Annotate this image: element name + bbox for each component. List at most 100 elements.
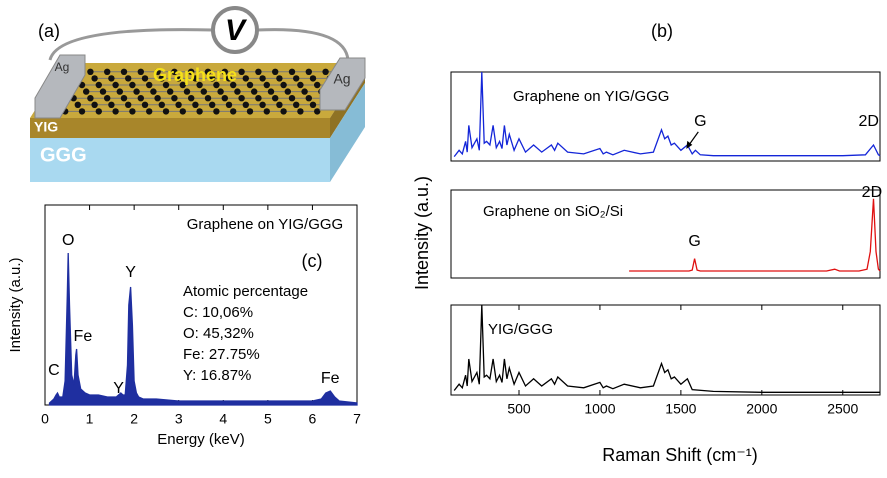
atom [87, 69, 93, 75]
x-tick-label: 6 [309, 411, 317, 427]
text-block-line: Atomic percentage [183, 283, 308, 300]
atom [280, 108, 286, 114]
atom [272, 69, 278, 75]
annotation: Fe [321, 370, 340, 387]
atom [314, 82, 320, 88]
atom [276, 102, 282, 108]
text-block-line: C: 10,06% [183, 304, 253, 321]
atom [314, 108, 320, 114]
annotation: Y [125, 264, 136, 281]
x-tick-label: 2 [130, 411, 138, 427]
atom [104, 69, 110, 75]
atom [163, 108, 169, 114]
atom [209, 102, 215, 108]
atom [234, 88, 240, 94]
electrode-label: Ag [333, 71, 350, 87]
atom [310, 75, 316, 81]
atom [175, 102, 181, 108]
x-tick-label: 500 [507, 401, 531, 417]
atom [289, 95, 295, 101]
atom [243, 102, 249, 108]
atom [272, 95, 278, 101]
atom [112, 82, 118, 88]
atom [276, 75, 282, 81]
text-block-line: Fe: 27.75% [183, 346, 260, 363]
atom [121, 95, 127, 101]
atom [108, 102, 114, 108]
atom [117, 88, 123, 94]
atom [201, 88, 207, 94]
atom [87, 95, 93, 101]
atom [171, 95, 177, 101]
atom [226, 102, 232, 108]
illustration: (a) V Ag Ag Graphene YIG GGG [30, 8, 365, 182]
atom [138, 69, 144, 75]
x-axis-label: Energy (keV) [157, 431, 245, 448]
atom [129, 108, 135, 114]
atom [238, 69, 244, 75]
x-tick-label: 1000 [584, 401, 615, 417]
atom [146, 82, 152, 88]
voltmeter-label: V [225, 14, 248, 47]
x-tick-label: 1 [86, 411, 94, 427]
sheet-label: Graphene [153, 65, 237, 85]
atom [146, 108, 152, 114]
atom [91, 75, 97, 81]
spectrum-line [629, 199, 880, 271]
atom [159, 102, 165, 108]
x-tick-label: 3 [175, 411, 183, 427]
chart-title: Graphene on YIG/GGG [187, 216, 343, 233]
atom [306, 95, 312, 101]
atom [196, 108, 202, 114]
panel-label: (b) [651, 21, 673, 41]
atom [264, 108, 270, 114]
panel-label: (a) [38, 21, 60, 41]
atom [121, 69, 127, 75]
annotation: G [694, 113, 706, 130]
atom [142, 75, 148, 81]
text-block-line: Y: 16.87% [183, 367, 251, 384]
spectrum-line [454, 72, 880, 157]
x-axis-label: Raman Shift (cm⁻¹) [602, 445, 758, 465]
chart-title: Graphene on SiO₂/Si [483, 203, 623, 220]
x-tick-label: 5 [264, 411, 272, 427]
text-block-line: O: 45,32% [183, 325, 254, 342]
atom [96, 108, 102, 114]
chart-title: YIG/GGG [488, 321, 553, 338]
atom [112, 108, 118, 114]
atom [213, 108, 219, 114]
atom [154, 95, 160, 101]
atom [222, 95, 228, 101]
atom [247, 82, 253, 88]
chart-title: Graphene on YIG/GGG [513, 88, 669, 105]
atom [129, 82, 135, 88]
atom [280, 82, 286, 88]
annotation: C [48, 362, 60, 379]
atom [150, 88, 156, 94]
atom [230, 108, 236, 114]
atom [293, 102, 299, 108]
layer-label: YIG [34, 119, 58, 135]
atom [251, 88, 257, 94]
annotation: O [62, 232, 74, 249]
atom [205, 95, 211, 101]
atom [96, 82, 102, 88]
y-axis-label: Intensity (a.u.) [412, 176, 432, 290]
annotation: 2D [862, 184, 882, 201]
atom [167, 88, 173, 94]
atom [238, 95, 244, 101]
atom [138, 95, 144, 101]
annotation: G [688, 233, 700, 250]
layer-label: GGG [40, 144, 87, 166]
annotation: 2D [858, 113, 878, 130]
atom [289, 69, 295, 75]
electrode-label: Ag [55, 60, 70, 74]
atom [83, 88, 89, 94]
annotation: Fe [74, 328, 93, 345]
atom [133, 88, 139, 94]
atom [255, 69, 261, 75]
y-axis-label: Intensity (a.u.) [7, 257, 24, 352]
x-tick-label: 1500 [665, 401, 696, 417]
atom [108, 75, 114, 81]
atom [285, 88, 291, 94]
